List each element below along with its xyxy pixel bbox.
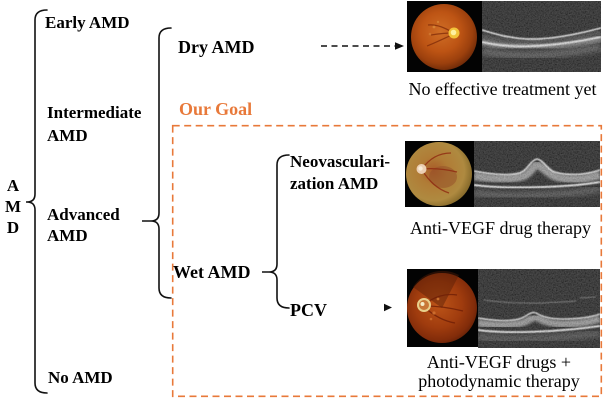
oct-scan-pcv [478,269,600,348]
brace-amd-stages [26,9,48,394]
root-letter: D [6,218,20,237]
label-line: Intermediate [47,103,142,122]
fundus-photo-dry-amd [407,1,482,72]
label-line: AMD [47,126,88,145]
caption-dry-amd: No effective treatment yet [408,79,597,99]
label-dry-amd: Dry AMD [178,37,255,57]
label-advanced-amd: Advanced AMD [47,204,120,246]
our-goal-dashed-box [171,124,603,398]
dry-amd-dashed-arrow [321,42,404,50]
caption-pcv: Anti-VEGF drugs + photodynamic therapy [390,353,604,391]
label-line: Neovasculari- [290,152,391,171]
oct-scan-dry-amd [482,1,601,72]
label-line: zation AMD [290,174,379,193]
label-intermediate-amd: Intermediate AMD [47,101,141,147]
caption-line: photodynamic therapy [418,371,580,391]
root-letter: M [4,197,22,216]
label-line: Advanced [47,205,120,224]
label-neovascularization-amd: Neovasculari- zation AMD [290,151,390,195]
brace-wet-children [262,154,290,309]
fundus-photo-neovascular-amd [405,141,474,207]
oct-scan-neovascular-amd [474,141,600,207]
fundus-photo-pcv [407,269,478,347]
brace-advanced-children [142,27,172,299]
caption-line: Anti-VEGF drugs + [426,352,572,372]
caption-neovascular-amd: Anti-VEGF drug therapy [410,218,591,238]
pcv-arrow-icon [384,303,392,312]
label-early-amd: Early AMD [45,13,130,32]
label-wet-amd: Wet AMD [173,262,251,282]
our-goal-label: Our Goal [179,99,253,119]
root-label-amd: A M D [1,175,25,238]
label-pcv: PCV [290,300,327,320]
label-line: AMD [47,226,88,245]
root-letter: A [6,176,20,195]
label-no-amd: No AMD [48,368,113,387]
